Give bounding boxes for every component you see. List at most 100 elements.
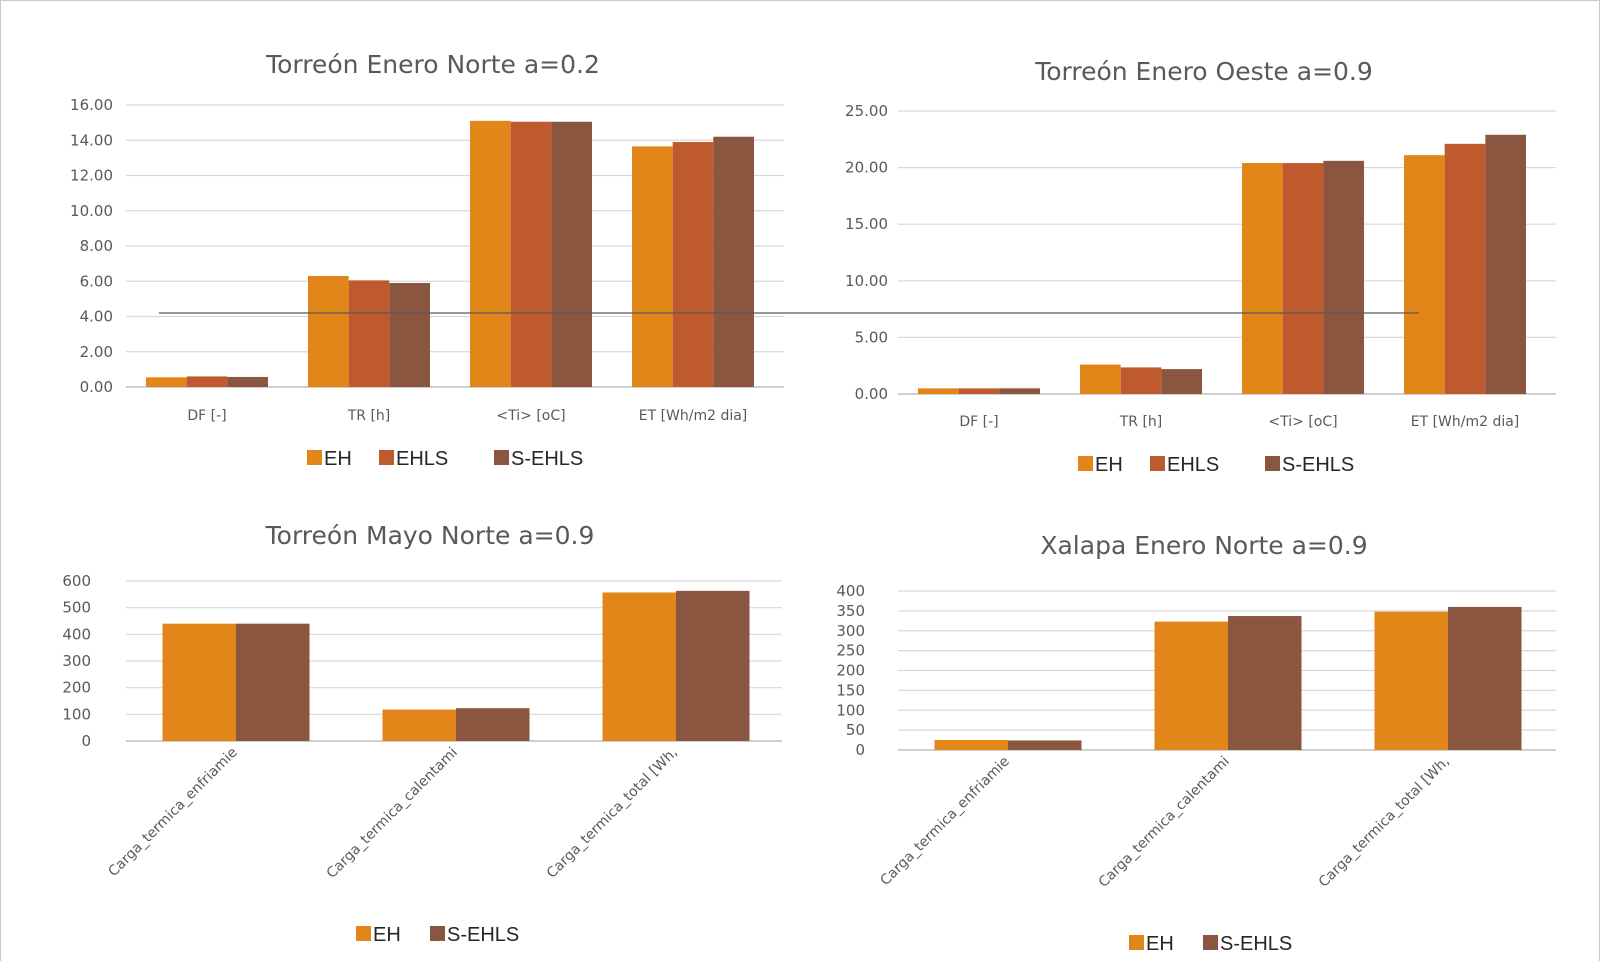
legend-label-s-ehls: S-EHLS <box>511 448 583 470</box>
legend-swatch-eh <box>307 450 322 465</box>
chart-title: Xalapa Enero Norte a=0.9 <box>1040 531 1367 560</box>
chart-2: Torreón Enero Oeste a=0.9 0.00 5.00 10.00 15… <box>845 57 1556 476</box>
y-tick-label: 150 <box>836 681 865 699</box>
y-tick-label: 20.00 <box>845 159 888 177</box>
bar-ehls-2 <box>348 280 390 387</box>
bar-s-ehls-1 <box>227 376 268 387</box>
x-tick-label: Carga_termica_enfriamie <box>877 754 1012 889</box>
y-tick-label: 200 <box>62 679 91 697</box>
y-tick-label: 2.00 <box>80 343 113 361</box>
legend-label-eh: EH <box>1146 933 1174 955</box>
legend-label-eh: EH <box>1095 454 1123 476</box>
y-tick-label: 8.00 <box>80 237 113 255</box>
bar-eh-3 <box>1242 163 1283 394</box>
bar-s-ehls-4 <box>1485 134 1526 394</box>
y-tick-label: 25.00 <box>845 102 888 120</box>
legend-swatch-ehls <box>1150 456 1165 471</box>
bar-s-ehls-2 <box>389 283 430 387</box>
bar-s-ehls-2 <box>1228 616 1302 750</box>
y-tick-label: 200 <box>836 662 865 680</box>
bar-eh-2 <box>1080 364 1121 394</box>
y-tick-label: 300 <box>62 652 91 670</box>
y-tick-label: 50 <box>846 721 865 739</box>
y-tick-label: 0 <box>855 741 865 759</box>
bar-s-ehls-2 <box>456 708 530 741</box>
bar-eh-3 <box>470 120 511 388</box>
x-tick-label: <Ti> [oC] <box>496 408 565 424</box>
bar-eh-1 <box>918 388 959 394</box>
bar-s-ehls-3 <box>1323 160 1364 394</box>
y-tick-label: 4.00 <box>80 308 113 326</box>
y-tick-label: 0.00 <box>855 385 888 403</box>
chart-3: Torreón Mayo Norte a=0.9 0 100 200 300 400 500… <box>62 521 782 946</box>
x-tick-label: Carga_termica_total [Wh, <box>544 745 681 882</box>
bar-s-ehls-1 <box>999 388 1040 394</box>
x-tick-label: TR [h] <box>347 408 391 424</box>
y-tick-label: 400 <box>62 625 91 643</box>
bar-ehls-2 <box>1120 367 1162 394</box>
x-tick-label: Carga_termica_calentami <box>324 745 461 882</box>
x-tick-label: DF [-] <box>959 414 998 430</box>
legend-swatch-s-ehls <box>1265 456 1280 471</box>
legend-label-ehls: EHLS <box>396 448 448 470</box>
bar-s-ehls-3 <box>676 590 750 741</box>
legend-label-eh: EH <box>324 448 352 470</box>
legend-label-s-ehls: S-EHLS <box>1220 933 1292 955</box>
legend-label-s-ehls: S-EHLS <box>447 924 519 946</box>
x-tick-label: ET [Wh/m2 dia] <box>1411 414 1520 430</box>
bar-eh-1 <box>934 740 1008 750</box>
legend-swatch-eh <box>1129 935 1144 950</box>
y-tick-label: 16.00 <box>70 96 113 114</box>
x-tick-label: <Ti> [oC] <box>1268 414 1337 430</box>
y-tick-label: 500 <box>62 599 91 617</box>
x-tick-label: DF [-] <box>187 408 226 424</box>
x-tick-label: Carga_termica_total [Wh, <box>1316 754 1453 891</box>
legend-label-eh: EH <box>373 924 401 946</box>
y-tick-label: 14.00 <box>70 131 113 149</box>
bar-ehls-3 <box>1282 163 1324 394</box>
y-tick-label: 10.00 <box>845 272 888 290</box>
legend-swatch-s-ehls <box>1203 935 1218 950</box>
x-tick-label: Carga_termica_enfriamie <box>105 745 240 880</box>
chart-1: Torreón Enero Norte a=0.2 0.00 2.00 4.00 6.0… <box>70 50 784 470</box>
y-tick-label: 5.00 <box>855 328 888 346</box>
y-tick-label: 15.00 <box>845 215 888 233</box>
chart-title: Torreón Enero Oeste a=0.9 <box>1034 57 1373 86</box>
bar-s-ehls-3 <box>1448 606 1522 750</box>
legend-label-ehls: EHLS <box>1167 454 1219 476</box>
bar-ehls-4 <box>672 142 714 387</box>
bar-ehls-4 <box>1444 143 1486 394</box>
bar-s-ehls-2 <box>1161 369 1202 394</box>
x-tick-label: Carga_termica_calentami <box>1096 754 1233 891</box>
bar-ehls-1 <box>958 388 1000 394</box>
bar-eh-2 <box>308 275 349 387</box>
bar-eh-3 <box>602 592 676 741</box>
y-tick-label: 600 <box>62 572 91 590</box>
x-tick-label: TR [h] <box>1119 414 1163 430</box>
bar-ehls-3 <box>510 121 552 388</box>
legend-swatch-s-ehls <box>494 450 509 465</box>
bar-eh-2 <box>382 709 456 741</box>
y-tick-label: 300 <box>836 622 865 640</box>
bar-eh-1 <box>162 623 236 741</box>
legend-swatch-eh <box>1078 456 1093 471</box>
legend-swatch-s-ehls <box>430 926 445 941</box>
y-tick-label: 350 <box>836 602 865 620</box>
legend-swatch-eh <box>356 926 371 941</box>
chart-title: Torreón Enero Norte a=0.2 <box>265 50 600 79</box>
y-tick-label: 400 <box>836 582 865 600</box>
bar-eh-4 <box>632 146 673 387</box>
y-tick-label: 100 <box>62 705 91 723</box>
legend-label-s-ehls: S-EHLS <box>1282 454 1354 476</box>
y-tick-label: 10.00 <box>70 202 113 220</box>
y-tick-label: 6.00 <box>80 272 113 290</box>
bar-ehls-1 <box>186 376 228 387</box>
chart-title: Torreón Mayo Norte a=0.9 <box>265 521 595 550</box>
y-tick-label: 100 <box>836 701 865 719</box>
bar-s-ehls-4 <box>713 136 754 387</box>
bar-s-ehls-3 <box>551 121 592 388</box>
bar-s-ehls-1 <box>1008 740 1082 750</box>
